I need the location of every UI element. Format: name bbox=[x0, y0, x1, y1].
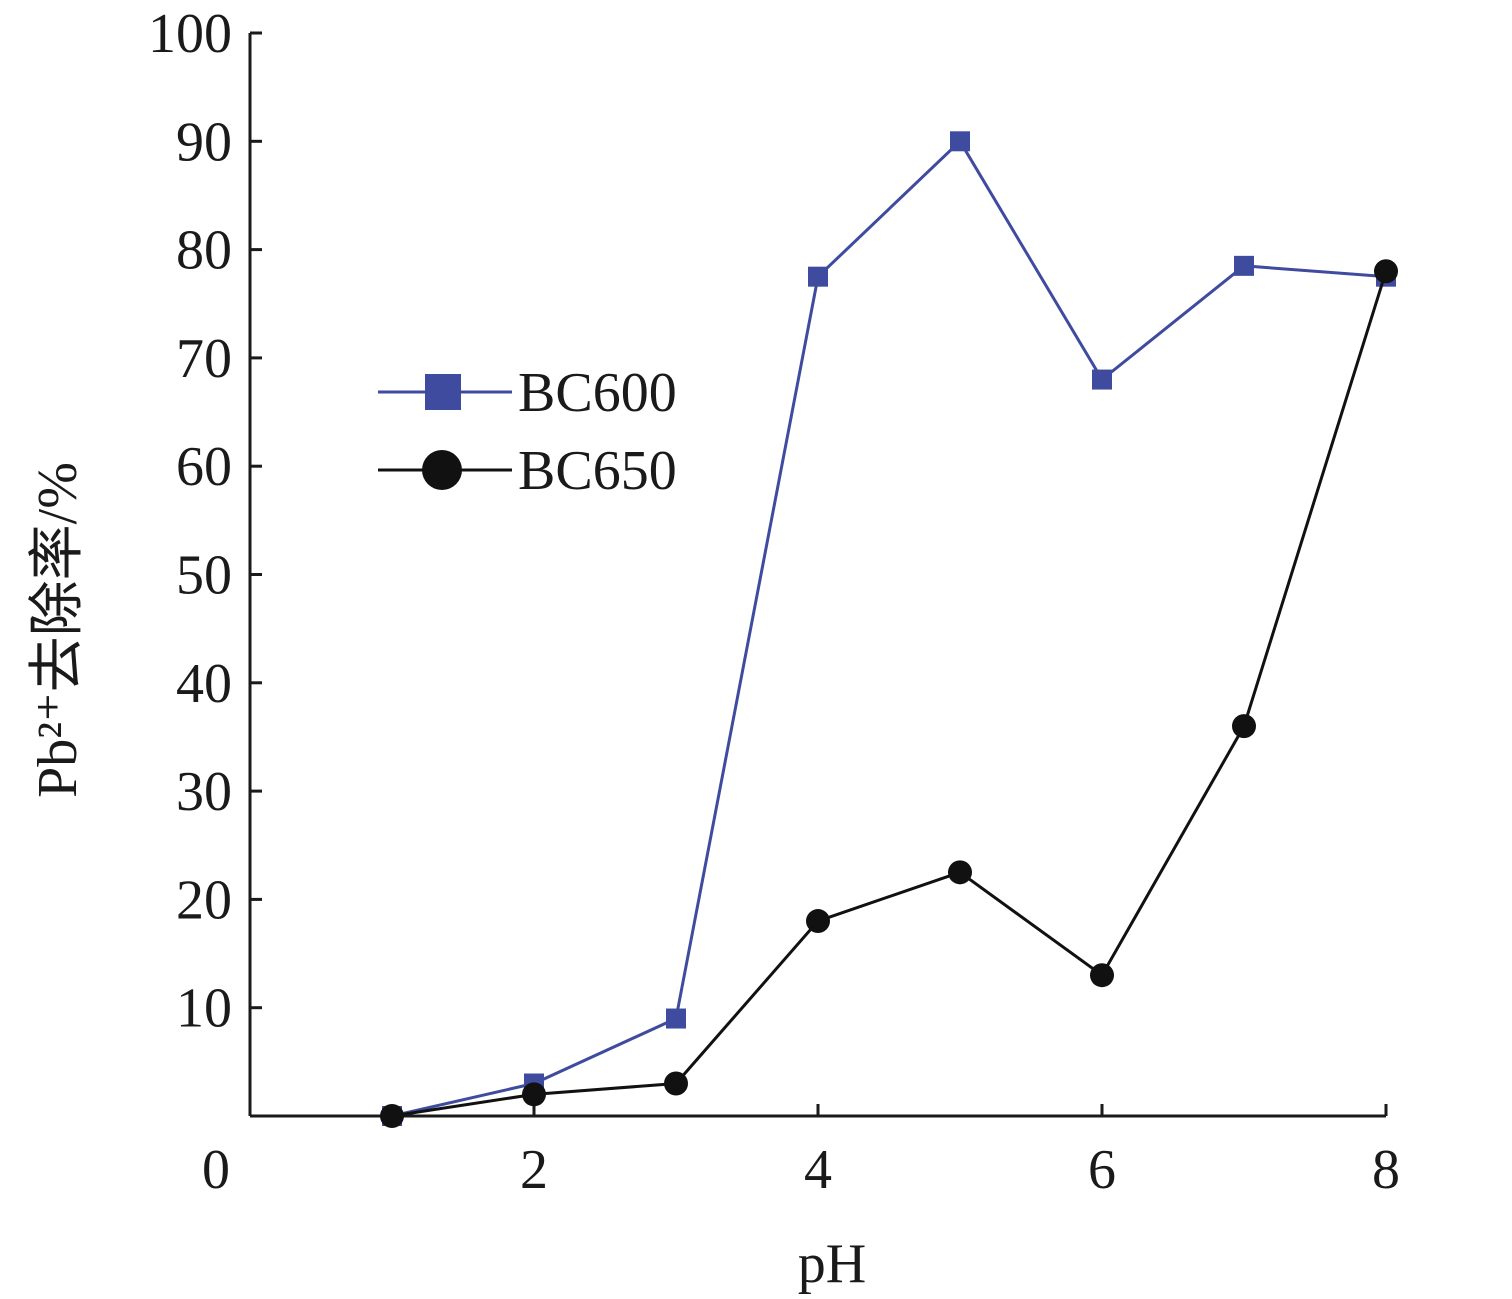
data-point bbox=[1234, 255, 1254, 276]
y-tick-label: 60 bbox=[176, 436, 232, 498]
legend-item: BC600 bbox=[378, 362, 677, 424]
data-point bbox=[1090, 963, 1114, 988]
data-point bbox=[950, 131, 970, 152]
x-tick-label: 0 bbox=[202, 1139, 230, 1201]
data-point bbox=[1374, 259, 1398, 284]
series-line bbox=[391, 138, 1387, 1118]
legend-marker bbox=[422, 450, 462, 490]
axes: 10 20 30 40 50 60 70 80 90 100 0 2 4 6 8 bbox=[148, 3, 1400, 1201]
x-tick-label: 4 bbox=[804, 1139, 832, 1201]
y-tick-label: 50 bbox=[176, 545, 232, 607]
legend-label: BC600 bbox=[518, 362, 677, 424]
y-tick-label: 90 bbox=[176, 111, 232, 173]
y-tick-label: 80 bbox=[176, 220, 232, 282]
x-axis-title: pH bbox=[798, 1233, 866, 1295]
data-point bbox=[380, 1104, 404, 1128]
data-point bbox=[806, 909, 830, 934]
legend: BC600 BC650 bbox=[378, 362, 677, 502]
x-tick-label: 6 bbox=[1088, 1139, 1116, 1201]
data-point bbox=[808, 266, 828, 287]
data-point bbox=[948, 860, 972, 885]
legend-marker bbox=[425, 374, 461, 410]
series-layer bbox=[380, 131, 1398, 1128]
y-tick-label: 10 bbox=[176, 978, 232, 1040]
data-point bbox=[1232, 714, 1256, 739]
data-point bbox=[664, 1071, 688, 1096]
series-BC600 bbox=[382, 131, 1396, 1126]
x-tick-label: 8 bbox=[1372, 1139, 1400, 1201]
x-tick-label: 2 bbox=[520, 1139, 548, 1201]
data-point bbox=[666, 1008, 686, 1029]
y-tick-label: 20 bbox=[176, 869, 232, 931]
x-ticks: 0 2 4 6 8 bbox=[202, 1104, 1400, 1201]
series-BC650 bbox=[380, 259, 1398, 1128]
y-axis-title: Pb²⁺去除率/% bbox=[27, 462, 89, 798]
series-line bbox=[391, 270, 1388, 1118]
y-tick-label: 70 bbox=[176, 328, 232, 390]
legend-label: BC650 bbox=[518, 440, 677, 502]
data-point bbox=[1092, 369, 1112, 390]
data-point bbox=[522, 1082, 546, 1107]
y-ticks: 10 20 30 40 50 60 70 80 90 100 bbox=[148, 3, 262, 1040]
y-tick-label: 100 bbox=[148, 3, 232, 65]
y-tick-label: 40 bbox=[176, 653, 232, 715]
y-tick-label: 30 bbox=[176, 761, 232, 823]
legend-item: BC650 bbox=[378, 440, 677, 502]
